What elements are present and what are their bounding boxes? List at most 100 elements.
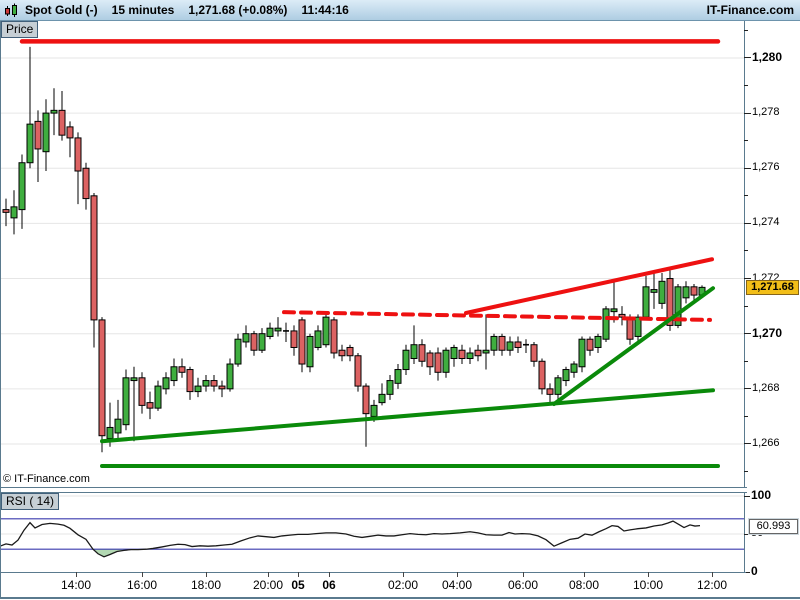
candle-body-down	[458, 349, 466, 360]
candle-body-up	[650, 289, 658, 293]
rsi-oversold-fill	[93, 549, 146, 557]
time-axis-tick	[523, 572, 524, 577]
time-axis-tick	[142, 572, 143, 577]
candle-body-down	[186, 369, 194, 393]
candle-body-up	[394, 369, 402, 384]
candle-doji-body	[523, 343, 529, 346]
panel-divider-top[interactable]	[0, 487, 747, 488]
support-trendline-shallow[interactable]	[100, 388, 715, 444]
price-axis-minor-tick	[744, 471, 748, 473]
price-axis-major-tick	[744, 443, 751, 445]
time-axis-label: 02:00	[387, 578, 419, 592]
tab-rsi[interactable]: RSI ( 14)	[1, 493, 60, 510]
candle-body-up	[402, 349, 410, 371]
price-axis-major-tick	[744, 112, 751, 114]
resistance-line-dashed[interactable]	[282, 310, 712, 322]
candle-body-down	[66, 126, 74, 139]
price-axis-minor-tick	[744, 85, 748, 87]
price-axis-minor-tick	[744, 195, 748, 197]
candle-body-up	[570, 363, 578, 373]
candle-body-down	[146, 402, 154, 409]
support-trendline-steep[interactable]	[552, 286, 715, 407]
candle-body-up	[370, 404, 378, 417]
candle-body-down	[362, 385, 370, 415]
title-bar: Spot Gold (-) 15 minutes 1,271.68 (+0.08…	[0, 0, 800, 21]
price-axis-major-tick	[744, 278, 751, 280]
candle-body-down	[210, 380, 218, 387]
candle-body-up	[442, 349, 450, 373]
candle-body-up	[130, 377, 138, 382]
candle-body-down	[586, 338, 594, 351]
candle-body-up	[18, 162, 26, 211]
rsi-axis-tick	[744, 571, 750, 573]
candle-body-up	[410, 344, 418, 360]
candle-body-up	[506, 341, 514, 351]
time-axis-label: 08:00	[568, 578, 600, 592]
candle-body-down	[330, 319, 338, 354]
time-axis-tick	[329, 572, 330, 577]
candle-body-down	[538, 360, 546, 390]
candle-body-up	[50, 109, 58, 114]
price-axis-label: 1,266	[752, 436, 780, 449]
candle-body-up	[322, 316, 330, 346]
candle-body-up	[202, 380, 210, 387]
candle-body-up	[578, 338, 586, 368]
candle-body-up	[194, 385, 202, 393]
candle-body-up	[682, 286, 690, 299]
candle-body-up	[466, 352, 474, 360]
candle-body-down	[138, 377, 146, 406]
candle-body-up	[554, 377, 562, 395]
left-frame	[0, 21, 1, 599]
time-axis-tick	[712, 572, 713, 577]
candle-body-down	[338, 349, 346, 357]
resistance-trendline-rising[interactable]	[464, 257, 714, 316]
time-axis-label: 18:00	[190, 578, 222, 592]
candle-body-down	[290, 330, 298, 348]
candle-body-up	[562, 369, 570, 382]
time-axis-tick	[584, 572, 585, 577]
price-axis-major-tick	[744, 57, 751, 59]
candle-body-up	[594, 335, 602, 348]
candle-body-up	[386, 380, 394, 395]
price-axis-minor-tick	[744, 305, 748, 307]
candle-body-up	[154, 385, 162, 409]
candle-body-down	[530, 344, 538, 362]
time-axis-label: 14:00	[60, 578, 92, 592]
candle-body-up	[122, 377, 130, 426]
price-chart-plot[interactable]	[0, 21, 800, 487]
candle-body-up	[490, 335, 498, 351]
time-axis-label: 10:00	[632, 578, 664, 592]
bottom-frame	[0, 597, 800, 599]
candle-body-down	[58, 109, 66, 136]
candle-body-up	[610, 308, 618, 313]
candle-body-down	[690, 286, 698, 296]
symbol-name: Spot Gold (-)	[25, 3, 98, 17]
candle-body-up	[602, 308, 610, 340]
candle-body-up	[482, 349, 490, 354]
candle-body-down	[218, 385, 226, 390]
candle-body-down	[474, 349, 482, 357]
rsi-axis-tick	[744, 495, 750, 497]
price-axis-label: 1,274	[752, 216, 780, 229]
candle-body-up	[170, 366, 178, 382]
tab-price[interactable]: Price	[1, 21, 39, 38]
time-axis-tick	[268, 572, 269, 577]
candle-body-up	[226, 363, 234, 390]
price-axis-label: 1,280	[752, 49, 783, 64]
last-price-badge: 1,271.68	[746, 280, 799, 296]
candle-body-down	[98, 319, 106, 437]
candle-body-up	[106, 426, 114, 439]
time-axis-tick	[298, 572, 299, 577]
candle-body-up	[162, 377, 170, 390]
candle-body-up	[242, 333, 250, 343]
candle-body-down	[426, 352, 434, 368]
time-axis-tick	[76, 572, 77, 577]
candle-doji-body	[283, 330, 289, 332]
rsi-value-box: 60.993	[749, 518, 798, 534]
panel-divider-bottom[interactable]	[0, 492, 747, 493]
candle-body-up	[306, 335, 314, 368]
candle-body-up	[274, 327, 282, 332]
rsi-indicator-plot[interactable]	[0, 493, 800, 572]
candle-body-down	[354, 355, 362, 387]
